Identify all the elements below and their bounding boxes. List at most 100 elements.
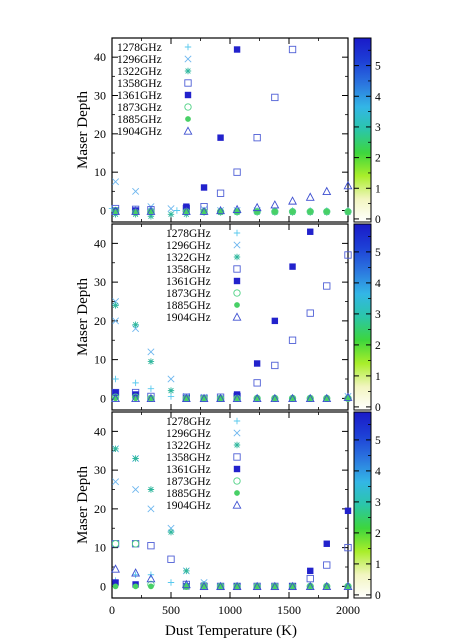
data-point-1904ghz-11 [322,581,332,591]
data-point-1904ghz-12 [343,392,353,401]
data-point-1322ghz-3 [167,211,175,218]
data-point-1873ghz-12 [344,207,352,216]
data-point-1904ghz-8 [270,200,280,209]
data-point-1296ghz-1 [112,478,120,486]
data-point-1904ghz-5 [216,581,226,591]
data-point-1904ghz-5 [216,393,226,403]
series-1322ghz [112,302,352,402]
colorbar: 0 1 2 3 4 5 [353,223,381,414]
data-point-1904ghz-3 [181,579,191,589]
data-point-1904ghz-4 [199,393,209,403]
data-point-1904ghz-12 [343,581,353,591]
data-point-1358ghz-12 [344,251,352,259]
colorbar-tick-label: 0 [375,402,381,414]
legend-label-1873ghz: 1873GHz [117,102,162,114]
legend-label-1358ghz: 1358GHz [117,78,162,90]
y-axis-label: Maser Depth [75,278,91,356]
data-point-1322ghz-0 [112,445,119,453]
data-point-1322ghz-1 [132,455,139,462]
data-point-1904ghz-5 [216,205,226,215]
x-axis: 0 500 1000 1500 2000 [109,603,360,617]
colorbar-tick-label: 5 [375,435,381,447]
data-point-1873ghz-10 [306,207,314,216]
y-tick-label: 10 [94,541,106,555]
legend: 1278GHz1296GHz1322GHz1358GHz1361GHz1873G… [166,416,242,512]
colorbar-tick-label: 2 [375,340,381,352]
data-point-1904ghz-9 [288,581,297,591]
data-point-1885ghz-7 [254,208,261,215]
data-point-1873ghz-8 [271,207,279,216]
colorbar-tick-label: 5 [375,247,381,259]
data-point-1278ghz-legend [233,417,241,425]
data-point-1322ghz-3 [167,528,175,536]
legend-label-1278ghz: 1278GHz [166,416,211,428]
series-1278ghz [108,205,352,214]
data-point-1904ghz-2 [146,573,156,583]
y-tick-label: 40 [94,424,106,438]
y-tick-label: 30 [94,463,106,477]
y-tick-label: 30 [94,275,106,289]
data-point-1873ghz-0 [111,540,120,548]
data-point-1904ghz-10 [305,192,315,201]
y-tick-label: 20 [94,502,106,516]
colorbar-tick-label: 3 [375,122,381,134]
data-point-1296ghz-1 [112,317,120,325]
series-1904ghz [111,392,353,403]
y-tick-label: 30 [94,89,106,103]
legend-label-1361ghz: 1361GHz [166,276,211,288]
series-1904ghz [111,180,353,215]
legend-label-1885ghz: 1885GHz [117,114,162,126]
data-point-1885ghz-11 [323,208,330,215]
data-point-1358ghz-7 [253,134,261,142]
data-point-1361ghz-6 [323,540,330,547]
legend-label-1322ghz: 1322GHz [166,440,211,452]
colorbar-bar [353,223,372,411]
data-point-1296ghz-0 [112,178,120,186]
legend-label-1296ghz: 1296GHz [166,428,211,440]
colorbar-tick-label: 5 [375,61,381,73]
data-point-1885ghz-9 [289,208,296,215]
series-1296ghz [112,297,352,402]
data-point-1873ghz-legend [184,103,192,111]
data-point-1904ghz-3 [181,393,191,403]
data-point-1296ghz-legend [233,241,241,249]
data-point-1904ghz-2 [146,393,156,403]
x-axis-label: Dust Temperature (K) [165,623,297,639]
data-point-1361ghz-legend [233,277,241,285]
x-tick-label: 500 [162,603,180,617]
data-point-1296ghz-legend [184,55,192,63]
x-tick-label: 1500 [277,603,301,617]
colorbar-tick-label: 2 [375,153,381,165]
data-point-1358ghz-legend [233,265,241,273]
data-point-1904ghz-6 [232,581,242,591]
colorbar-tick-label: 4 [375,466,381,478]
data-point-1885ghz-10 [307,208,314,215]
data-point-1904ghz-9 [288,393,297,403]
data-point-1278ghz-legend [184,43,192,51]
data-point-1904ghz-3 [181,206,191,215]
data-point-1278ghz-3 [167,393,175,400]
data-point-1358ghz-11 [323,282,331,290]
legend-label-1873ghz: 1873GHz [166,288,211,300]
legend: 1278GHz1296GHz1322GHz1358GHz1361GHz1873G… [166,228,242,324]
series-1322ghz [112,445,352,590]
data-point-1904ghz-4 [199,206,209,215]
data-point-1904ghz-2 [146,206,156,215]
data-point-1361ghz-4 [253,360,261,367]
y-tick-label: 20 [94,314,106,328]
data-point-1885ghz-legend [185,116,191,122]
data-point-1296ghz-4 [147,505,155,513]
colorbar: 0 1 2 3 4 5 [353,37,381,226]
data-point-1885ghz-8 [271,208,278,215]
series-1904ghz [111,564,353,591]
data-point-1322ghz-4 [183,567,190,575]
data-point-1361ghz-legend [233,465,241,473]
colorbar-tick-label: 1 [375,183,381,195]
y-tick-label: 0 [100,579,106,593]
y-tick-label: 0 [100,204,106,218]
data-point-1361ghz-legend [184,91,192,99]
colorbar-tick-label: 4 [375,278,381,290]
data-point-1904ghz-12 [343,180,353,190]
